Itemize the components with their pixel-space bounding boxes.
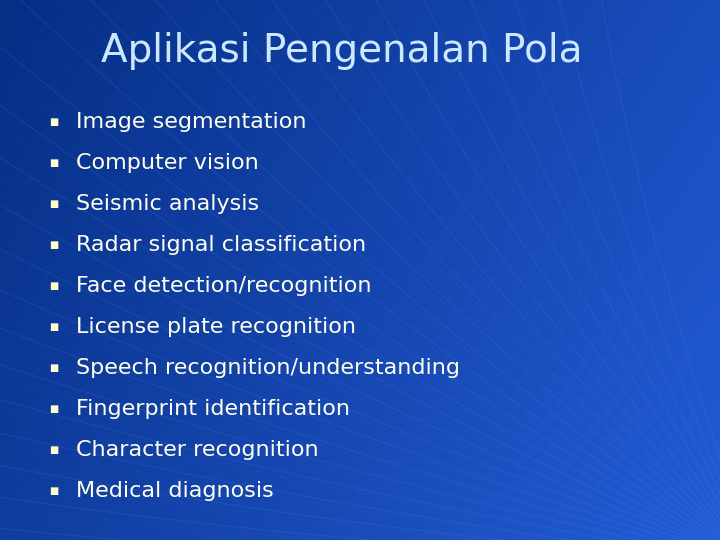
Text: ■: ■ [50,199,58,208]
Text: Image segmentation: Image segmentation [76,111,306,132]
Text: Seismic analysis: Seismic analysis [76,193,258,214]
Text: Computer vision: Computer vision [76,152,258,173]
Text: Speech recognition/understanding: Speech recognition/understanding [76,357,459,378]
Text: ■: ■ [50,117,58,126]
Text: ■: ■ [50,322,58,332]
Text: Character recognition: Character recognition [76,440,318,460]
Text: Medical diagnosis: Medical diagnosis [76,481,274,501]
Text: ■: ■ [50,486,58,496]
Text: Fingerprint identification: Fingerprint identification [76,399,350,419]
Text: License plate recognition: License plate recognition [76,316,356,337]
Text: ■: ■ [50,445,58,455]
Text: ■: ■ [50,158,58,167]
Text: Face detection/recognition: Face detection/recognition [76,275,371,296]
Text: ■: ■ [50,363,58,373]
Text: Aplikasi Pengenalan Pola: Aplikasi Pengenalan Pola [101,32,582,70]
Text: ■: ■ [50,281,58,291]
Text: Radar signal classification: Radar signal classification [76,234,366,255]
Text: ■: ■ [50,240,58,249]
Text: ■: ■ [50,404,58,414]
